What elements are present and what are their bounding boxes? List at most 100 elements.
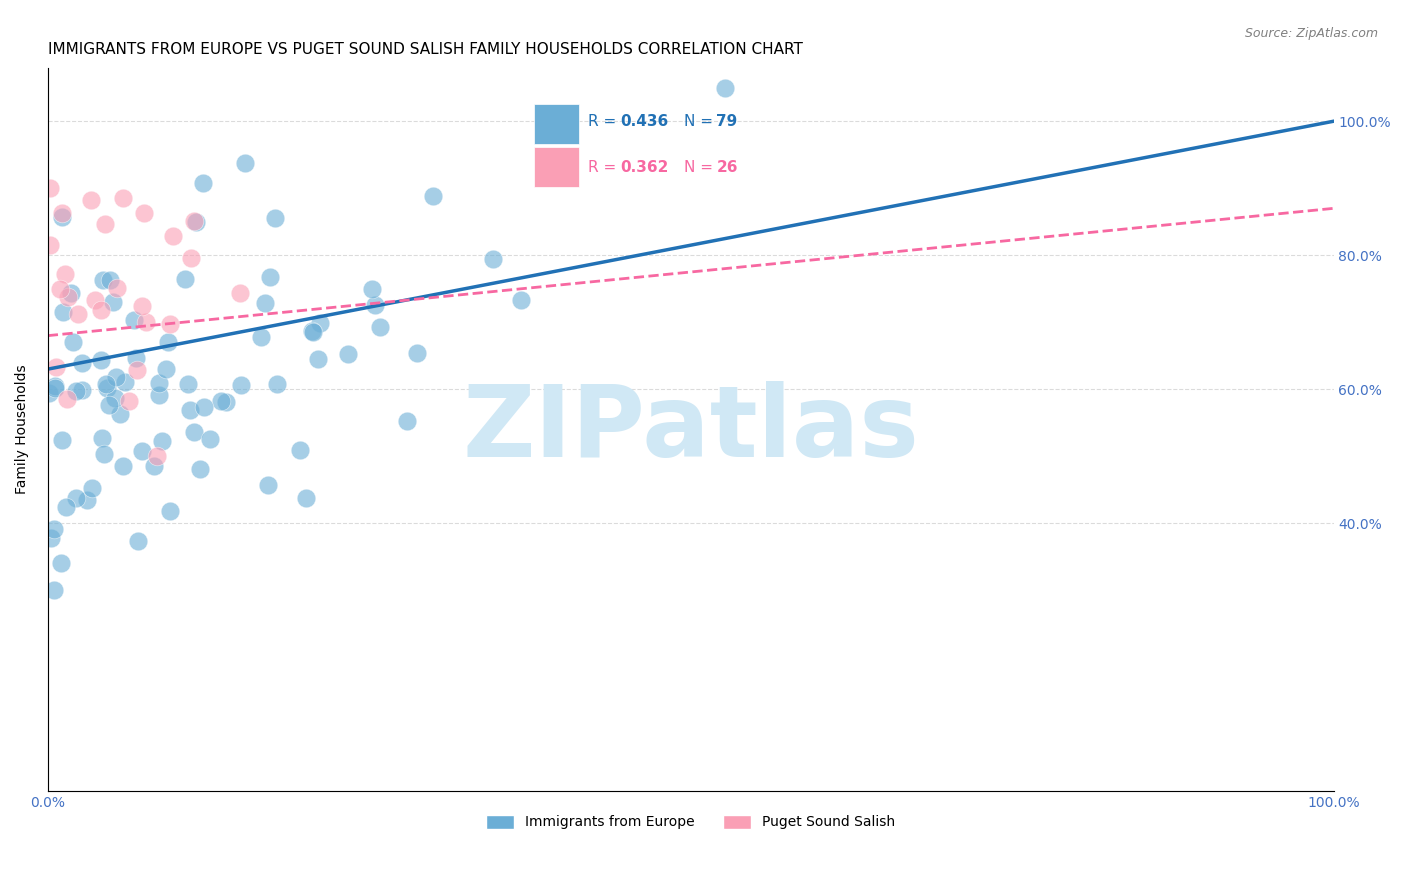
Point — [174, 272, 197, 286]
Point — [127, 363, 149, 377]
Point — [111, 459, 134, 474]
Point — [83, 293, 105, 307]
Point — [55, 392, 77, 406]
Point — [231, 378, 253, 392]
Point — [148, 388, 170, 402]
Point — [104, 392, 127, 406]
Point — [94, 217, 117, 231]
Text: IMMIGRANTS FROM EUROPE VS PUGET SOUND SALISH FAMILY HOUSEHOLDS CORRELATION CHART: IMMIGRANTS FROM EUROPE VS PUGET SOUND SA… — [48, 42, 803, 57]
Point — [103, 294, 125, 309]
Point — [112, 191, 135, 205]
Point — [336, 347, 359, 361]
Point — [42, 522, 65, 536]
Point — [51, 206, 73, 220]
Point — [51, 433, 73, 447]
Point — [482, 252, 505, 267]
Point — [114, 375, 136, 389]
Point — [62, 335, 84, 350]
Point — [209, 394, 232, 409]
Point — [215, 394, 238, 409]
Point — [257, 478, 280, 492]
Point — [49, 282, 72, 296]
Point — [60, 286, 83, 301]
Point — [253, 296, 276, 310]
Point — [264, 211, 287, 225]
Text: Source: ZipAtlas.com: Source: ZipAtlas.com — [1244, 27, 1378, 40]
Point — [422, 189, 444, 203]
Point — [132, 206, 155, 220]
Text: 26: 26 — [716, 160, 738, 175]
Point — [80, 194, 103, 208]
Bar — [534, 103, 579, 144]
Point — [145, 449, 167, 463]
Point — [67, 307, 90, 321]
Point — [127, 533, 149, 548]
Text: R =: R = — [588, 114, 621, 129]
Text: 79: 79 — [716, 114, 738, 129]
Point — [108, 408, 131, 422]
Point — [131, 444, 153, 458]
Point — [82, 481, 104, 495]
Point — [309, 316, 332, 330]
Legend: Immigrants from Europe, Puget Sound Salish: Immigrants from Europe, Puget Sound Sali… — [481, 809, 900, 835]
Point — [183, 214, 205, 228]
Point — [266, 377, 288, 392]
Point — [250, 330, 273, 344]
Point — [288, 443, 311, 458]
Point — [193, 400, 215, 414]
Point — [90, 431, 112, 445]
Point — [104, 370, 127, 384]
Point — [368, 320, 391, 334]
Text: N =: N = — [685, 114, 718, 129]
Point — [97, 398, 120, 412]
Point — [155, 362, 177, 376]
Point — [93, 447, 115, 461]
Point — [131, 300, 153, 314]
Point — [364, 298, 387, 312]
Point — [118, 394, 141, 409]
Point — [52, 305, 75, 319]
Point — [177, 377, 200, 392]
Point — [56, 290, 79, 304]
Point — [396, 414, 419, 428]
Point — [191, 176, 214, 190]
Point — [90, 352, 112, 367]
Point — [38, 386, 60, 401]
Point — [233, 156, 256, 170]
Point — [183, 425, 205, 440]
Text: 0.362: 0.362 — [620, 160, 668, 175]
Point — [159, 504, 181, 518]
Point — [53, 267, 76, 281]
Point — [65, 491, 87, 505]
Point — [39, 531, 62, 545]
Point — [51, 210, 73, 224]
Point — [45, 359, 67, 374]
Point — [150, 434, 173, 448]
Point — [714, 80, 737, 95]
Point — [124, 351, 146, 365]
Point — [184, 215, 207, 229]
Point — [307, 351, 329, 366]
Point — [49, 556, 72, 570]
Point — [148, 376, 170, 391]
Point — [301, 324, 323, 338]
Point — [302, 325, 325, 339]
Text: 0.436: 0.436 — [620, 114, 668, 129]
Point — [98, 273, 121, 287]
Point — [42, 583, 65, 598]
Point — [179, 403, 201, 417]
Point — [157, 334, 180, 349]
Point — [159, 317, 181, 331]
Y-axis label: Family Households: Family Households — [15, 365, 30, 494]
Point — [94, 377, 117, 392]
Point — [361, 282, 384, 296]
Point — [509, 293, 531, 307]
Point — [44, 379, 66, 393]
Point — [143, 458, 166, 473]
Point — [229, 286, 252, 301]
Point — [162, 228, 184, 243]
Point — [39, 238, 62, 252]
Text: N =: N = — [685, 160, 718, 175]
Text: R =: R = — [588, 160, 621, 175]
Point — [259, 269, 281, 284]
